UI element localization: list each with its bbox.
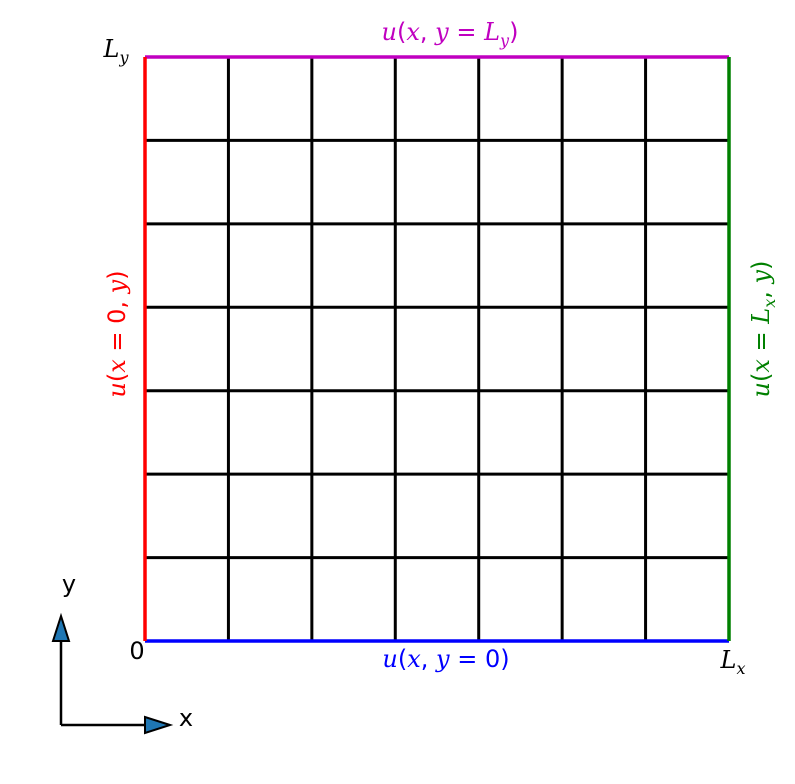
x-axis-label: x <box>179 704 193 732</box>
origin-label: 0 <box>129 637 144 665</box>
axes-indicator: y x <box>51 570 193 735</box>
x-arrow-head <box>144 715 174 735</box>
lx-label: Lx <box>720 646 746 678</box>
left-boundary-label: u(x = 0, y) <box>103 270 131 397</box>
top-boundary-label: u(x, y = Ly) <box>382 18 519 50</box>
ly-label: Ly <box>103 35 130 67</box>
y-axis-label: y <box>62 570 76 598</box>
y-arrow-head <box>51 612 71 642</box>
right-boundary-label: u(x = Lx, y) <box>747 261 779 398</box>
grid-lines <box>145 57 729 641</box>
bottom-boundary-label: u(x, y = 0) <box>382 645 509 673</box>
